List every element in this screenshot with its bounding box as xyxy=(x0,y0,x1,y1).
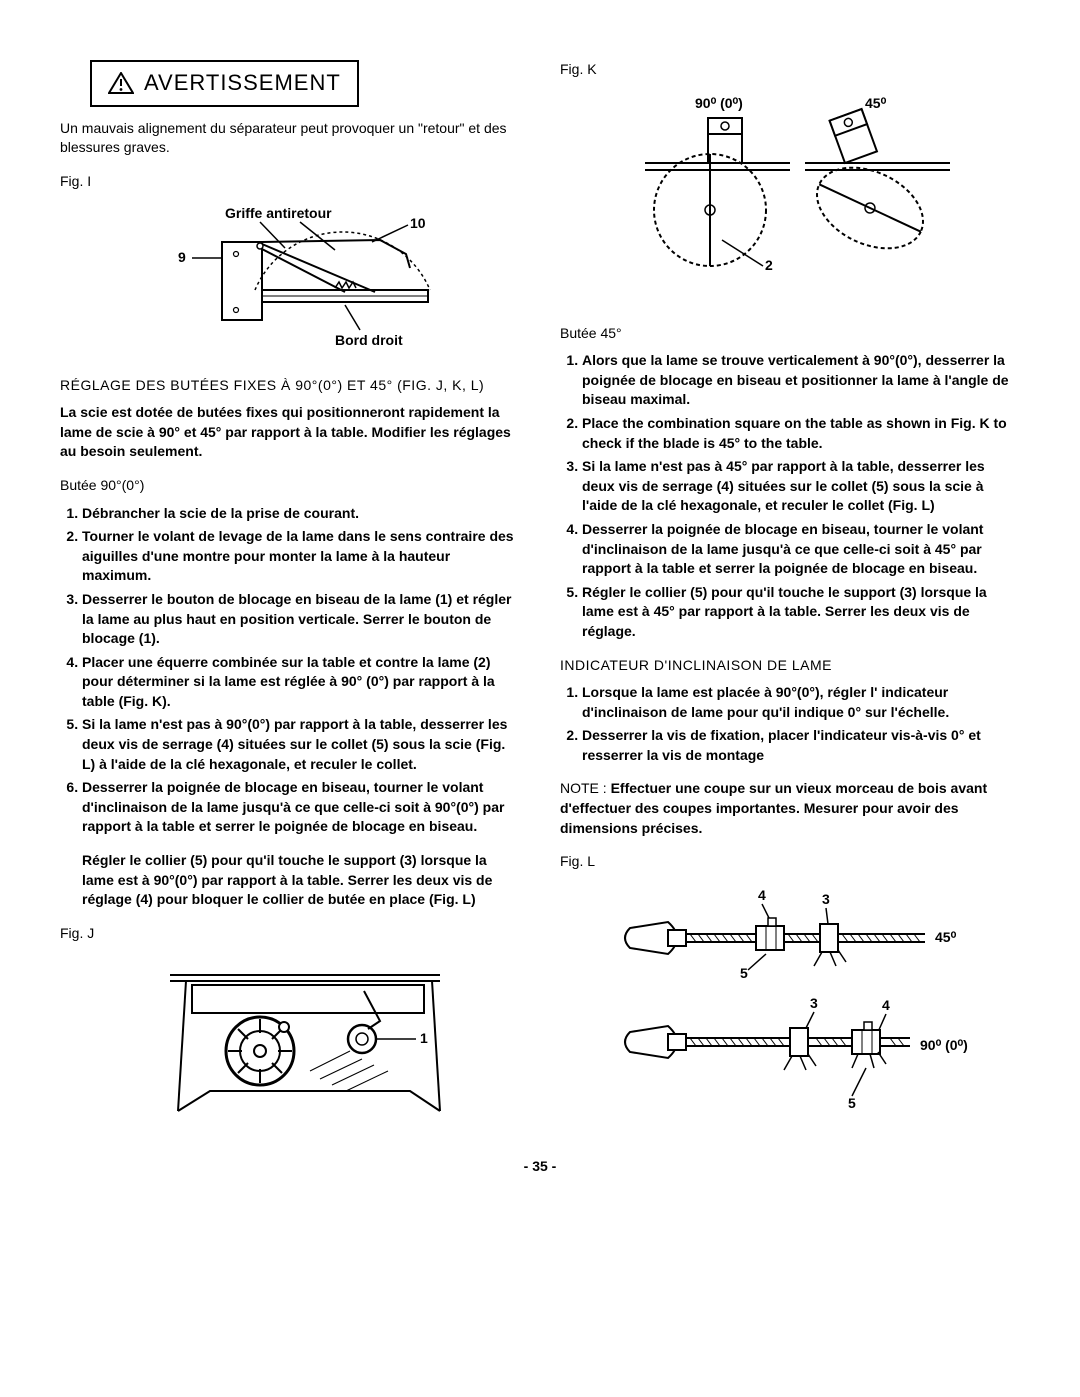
fig-j-label: Fig. J xyxy=(60,924,520,944)
warning-label: AVERTISSEMENT xyxy=(144,68,341,99)
fig-l-diagram: 4 3 45⁰ 5 3 4 90⁰ (0⁰) 5 xyxy=(560,880,1020,1120)
section1-intro: La scie est dotée de butées fixes qui po… xyxy=(60,403,520,462)
indicateur-list: Lorsque la lame est placée à 90°(0°), ré… xyxy=(560,683,1020,765)
svg-text:90⁰ (0⁰): 90⁰ (0⁰) xyxy=(695,95,743,111)
indicateur-heading: INDICATEUR D'INCLINAISON DE LAME xyxy=(560,656,1020,676)
svg-text:Bord droit: Bord droit xyxy=(335,332,403,348)
list-item: Desserrer la vis de fixation, placer l'i… xyxy=(582,726,1020,765)
list-item: Place the combination square on the tabl… xyxy=(582,414,1020,453)
svg-text:2: 2 xyxy=(765,257,773,273)
svg-text:4: 4 xyxy=(758,887,766,903)
svg-text:45⁰: 45⁰ xyxy=(935,929,957,945)
butee45-list: Alors que la lame se trouve verticalemen… xyxy=(560,351,1020,641)
butee90-list: Débrancher la scie de la prise de couran… xyxy=(60,504,520,838)
list-item: Si la lame n'est pas à 90°(0°) par rappo… xyxy=(82,715,520,774)
butee90-tail: Régler le collier (5) pour qu'il touche … xyxy=(76,851,520,910)
fig-i-label: Fig. I xyxy=(60,172,520,192)
list-item: Placer une équerre combinée sur la table… xyxy=(82,653,520,712)
fig-k-diagram: 90⁰ (0⁰) 45⁰ 2 xyxy=(560,88,1020,308)
svg-text:3: 3 xyxy=(822,891,830,907)
svg-text:Griffe antiretour: Griffe antiretour xyxy=(225,205,332,221)
section1-heading: RÉGLAGE DES BUTÉES FIXES À 90°(0°) ET 45… xyxy=(60,376,520,396)
fig-i-diagram: Griffe antiretour 10 9 Bord droit xyxy=(60,200,520,360)
warning-box: AVERTISSEMENT xyxy=(90,60,359,107)
list-item: Desserrer le bouton de blocage en biseau… xyxy=(82,590,520,649)
list-item: Alors que la lame se trouve verticalemen… xyxy=(582,351,1020,410)
svg-text:5: 5 xyxy=(848,1095,856,1111)
svg-text:90⁰ (0⁰): 90⁰ (0⁰) xyxy=(920,1037,968,1053)
note-text: Effectuer une coupe sur un vieux morceau… xyxy=(560,780,987,835)
list-item: Si la lame n'est pas à 45° par rapport à… xyxy=(582,457,1020,516)
svg-text:5: 5 xyxy=(740,965,748,981)
page-number: - 35 - xyxy=(60,1157,1020,1177)
list-item: Débrancher la scie de la prise de couran… xyxy=(82,504,520,524)
list-item: Desserrer la poignée de blocage en bisea… xyxy=(82,778,520,837)
note-prefix: NOTE : xyxy=(560,780,611,796)
svg-text:10: 10 xyxy=(410,215,426,231)
list-item: Lorsque la lame est placée à 90°(0°), ré… xyxy=(582,683,1020,722)
svg-text:45⁰: 45⁰ xyxy=(865,95,887,111)
svg-text:1: 1 xyxy=(420,1030,428,1046)
list-item: Régler le collier (5) pour qu'il touche … xyxy=(582,583,1020,642)
list-item: Desserrer la poignée de blocage en bisea… xyxy=(582,520,1020,579)
fig-j-diagram: 1 xyxy=(60,951,520,1121)
svg-text:9: 9 xyxy=(178,249,186,265)
butee90-heading: Butée 90°(0°) xyxy=(60,476,520,496)
butee45-heading: Butée 45° xyxy=(560,324,1020,344)
list-item: Tourner le volant de levage de la lame d… xyxy=(82,527,520,586)
warning-triangle-icon xyxy=(108,72,134,94)
intro-text: Un mauvais alignement du séparateur peut… xyxy=(60,119,520,158)
note-line: NOTE : Effectuer une coupe sur un vieux … xyxy=(560,779,1020,838)
fig-l-label: Fig. L xyxy=(560,852,1020,872)
fig-k-label: Fig. K xyxy=(560,60,1020,80)
svg-text:4: 4 xyxy=(882,997,890,1013)
svg-text:3: 3 xyxy=(810,995,818,1011)
